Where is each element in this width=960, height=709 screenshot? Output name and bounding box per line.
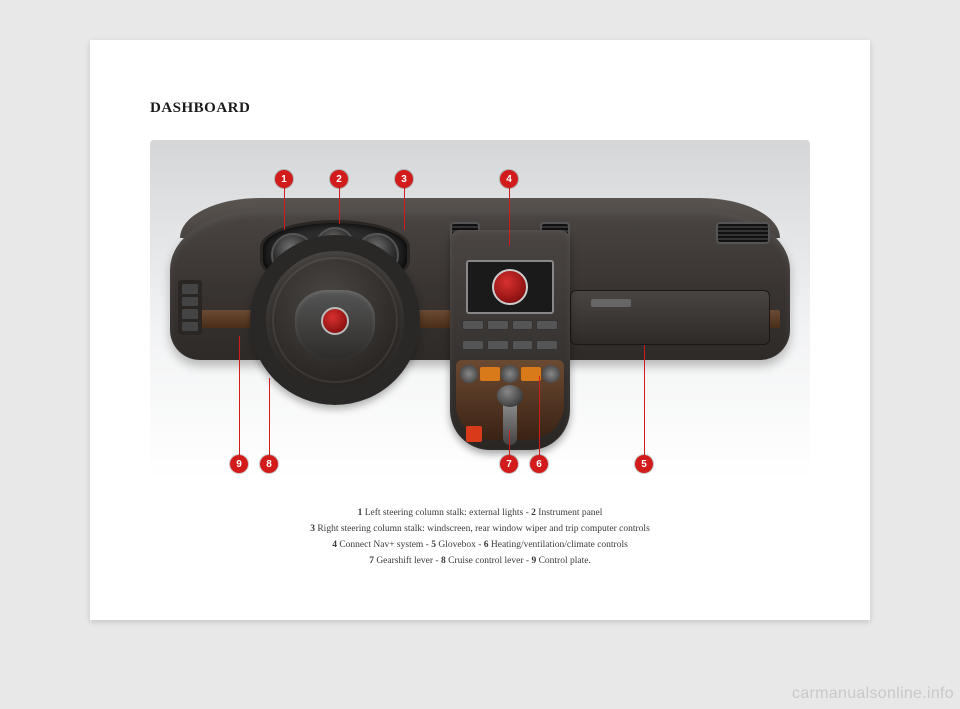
callout-5: 5 [635, 455, 653, 473]
legend-t8: Cruise control lever - [446, 556, 532, 566]
climate-dial-left [460, 365, 478, 383]
climate-dial-right [542, 365, 560, 383]
callout-1: 1 [275, 170, 293, 188]
nav-screen [466, 260, 554, 314]
lead-2 [339, 186, 340, 224]
center-console [450, 230, 570, 450]
steering-wheel [250, 235, 420, 405]
page-title: DASHBOARD [150, 100, 250, 117]
legend-t2: Instrument panel [536, 508, 602, 518]
lead-6 [539, 376, 540, 456]
climate-display-left [480, 367, 500, 381]
climate-dial-center [501, 365, 519, 383]
dashboard-diagram: 1 2 3 4 9 8 7 6 5 [150, 140, 810, 480]
lead-1 [284, 186, 285, 230]
callout-4: 4 [500, 170, 518, 188]
gearshift-lever [503, 395, 517, 445]
legend-t7: Gearshift lever - [374, 556, 441, 566]
fiat-badge-icon [321, 307, 349, 335]
legend-caption: 1 Left steering column stalk: external l… [210, 505, 750, 570]
lead-9 [239, 336, 240, 456]
lead-5 [644, 345, 645, 455]
glovebox [570, 290, 770, 345]
glovebox-handle [591, 299, 631, 307]
climate-controls [460, 360, 560, 388]
callout-7: 7 [500, 455, 518, 473]
legend-t3: Right steering column stalk: windscreen,… [315, 524, 650, 534]
passenger-vent [716, 222, 770, 244]
nav-buttons [462, 320, 558, 356]
lead-4 [509, 186, 510, 246]
legend-t5: Glovebox - [436, 540, 484, 550]
lead-3 [404, 186, 405, 230]
fiat-logo-icon [492, 269, 528, 305]
callout-9: 9 [230, 455, 248, 473]
control-plate [178, 280, 202, 335]
climate-display-right [521, 367, 541, 381]
callout-3: 3 [395, 170, 413, 188]
legend-t6: Heating/ventilation/climate controls [489, 540, 628, 550]
steering-hub [295, 290, 375, 360]
watermark: carmanualsonline.info [792, 685, 954, 703]
callout-8: 8 [260, 455, 278, 473]
callout-6: 6 [530, 455, 548, 473]
manual-page: DASHBOARD [90, 40, 870, 620]
legend-t9: Control plate. [536, 556, 591, 566]
legend-t1: Left steering column stalk: external lig… [362, 508, 531, 518]
legend-t4: Connect Nav+ system - [337, 540, 431, 550]
callout-2: 2 [330, 170, 348, 188]
hazard-button [466, 426, 482, 442]
lead-8 [269, 378, 270, 456]
lead-7 [509, 430, 510, 456]
